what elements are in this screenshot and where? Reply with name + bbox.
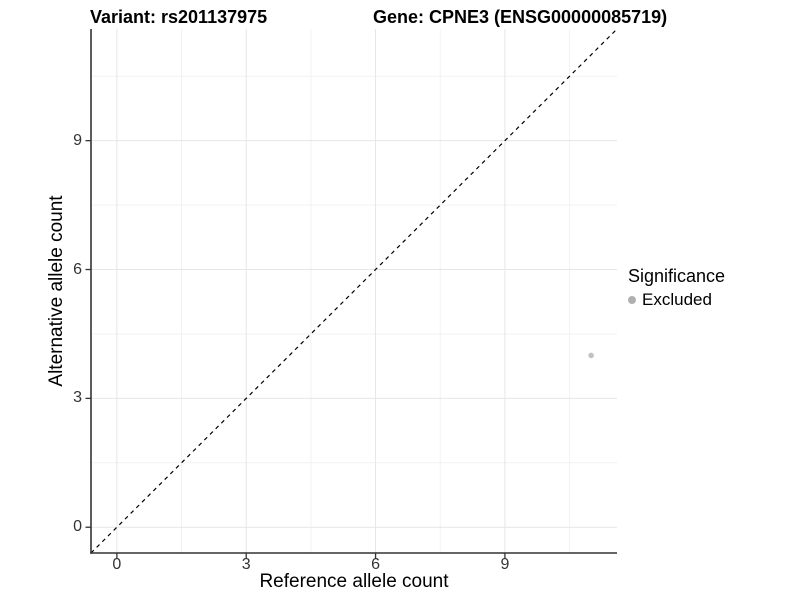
plot-title-gene: Gene: CPNE3 (ENSG00000085719) — [373, 7, 668, 27]
x-tick-label: 0 — [112, 556, 122, 573]
y-tick-label: 6 — [73, 260, 82, 278]
y-tick-label: 0 — [73, 518, 82, 536]
legend-title: Significance — [628, 266, 726, 286]
x-tick-label: 3 — [241, 556, 251, 573]
data-point — [588, 352, 594, 359]
legend-marker-circle-icon — [628, 296, 636, 304]
legend-item-label: Excluded — [642, 290, 712, 309]
x-axis-title: Reference allele count — [259, 571, 449, 592]
x-tick-label: 6 — [371, 556, 380, 573]
y-axis-title: Alternative allele count — [46, 195, 67, 387]
identity-line — [90, 28, 618, 554]
y-tick-label: 9 — [73, 131, 82, 149]
x-tick-label: 9 — [500, 556, 510, 573]
y-tick-label: 3 — [73, 389, 82, 407]
legend: Significance Excluded — [628, 266, 725, 310]
legend-item-excluded: Excluded — [628, 290, 725, 310]
plot-title-variant: Variant: rs201137975 — [90, 7, 268, 27]
